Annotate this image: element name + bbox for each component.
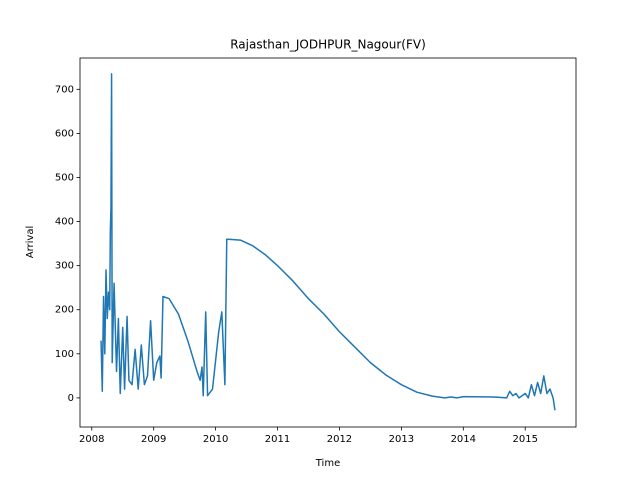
y-tick-label: 200: [55, 305, 74, 316]
x-tick-label: 2014: [451, 434, 476, 445]
y-tick-label: 300: [55, 261, 74, 272]
x-axis-label: Time: [315, 458, 340, 469]
x-tick-label: 2010: [203, 434, 228, 445]
x-tick-label: 2012: [327, 434, 352, 445]
chart-title: Rajasthan_JODHPUR_Nagour(FV): [230, 38, 426, 52]
y-tick-label: 500: [55, 172, 74, 183]
x-tick-label: 2011: [265, 434, 290, 445]
line-series: [100, 73, 556, 411]
y-tick-label: 400: [55, 217, 74, 228]
x-tick-label: 2013: [389, 434, 414, 445]
y-tick-label: 0: [68, 393, 74, 404]
y-tick-label: 600: [55, 128, 74, 139]
x-tick-label: 2008: [79, 434, 104, 445]
x-tick-label: 2009: [141, 434, 166, 445]
y-axis-label: Arrival: [25, 226, 36, 259]
y-tick-label: 700: [55, 84, 74, 95]
x-tick-label: 2015: [512, 434, 537, 445]
plot-frame: [79, 57, 577, 428]
y-tick-label: 100: [55, 349, 74, 360]
